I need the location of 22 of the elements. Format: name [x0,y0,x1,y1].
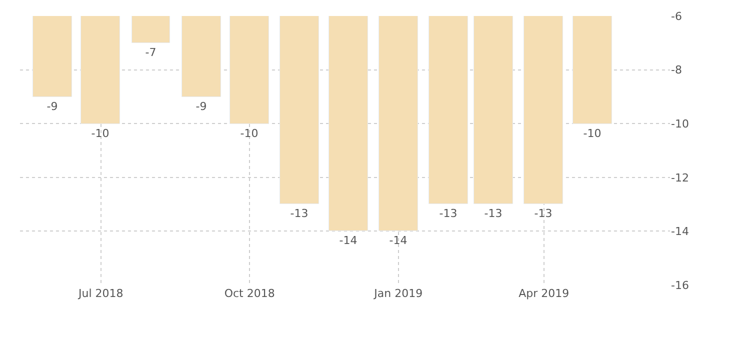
x-tick-label: Jul 2018 [77,287,124,300]
y-tick-label: -14 [671,225,689,238]
data-label: -13 [534,206,552,220]
x-tick-label: Oct 2018 [224,287,275,300]
data-label: -9 [196,100,207,113]
data-label: -10 [91,126,110,140]
data-label: -10 [240,126,258,140]
data-label: -7 [145,46,156,59]
x-tick-label: Apr 2019 [518,287,570,300]
data-label: -10 [583,126,602,140]
y-tick-label: -6 [671,10,682,23]
data-label: -14 [339,234,358,247]
x-tick-label: Jan 2019 [373,287,423,300]
data-label: -14 [389,234,408,247]
data-label: -13 [439,206,458,220]
y-tick-label: -10 [671,117,689,130]
y-tick-label: -16 [671,278,689,292]
y-tick-label: -12 [671,171,689,184]
data-label: -13 [290,206,308,220]
y-tick-label: -8 [671,64,682,77]
data-label: -9 [46,100,58,113]
data-label: -13 [484,206,502,220]
